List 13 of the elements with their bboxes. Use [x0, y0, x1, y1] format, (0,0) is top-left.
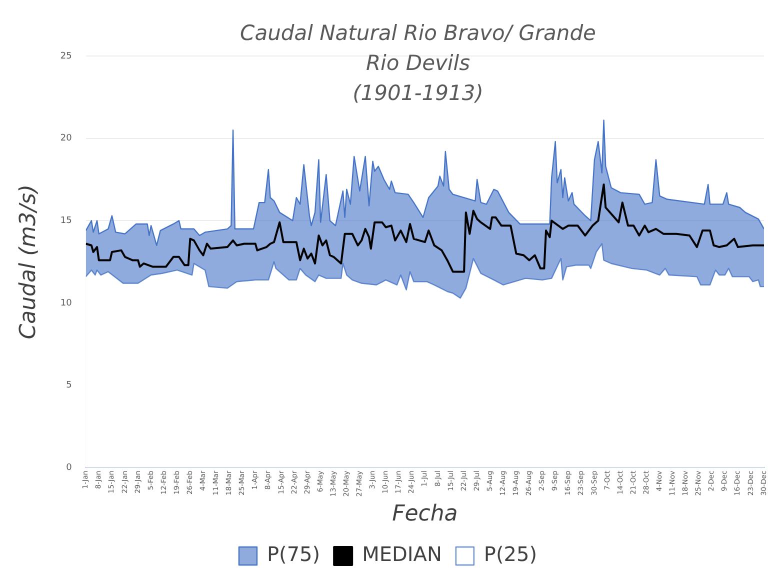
legend-label: P(25)	[484, 542, 538, 566]
chart-title: Caudal Natural Rio Bravo/ Grande	[239, 20, 597, 47]
y-axis-title: Caudal (m3/s)	[16, 184, 41, 340]
y-tick-label: 0	[66, 463, 72, 474]
y-tick-label: 10	[60, 298, 72, 308]
legend-label: MEDIAN	[362, 542, 442, 566]
y-tick-label: 25	[60, 51, 72, 62]
y-tick-label: 20	[60, 134, 72, 144]
legend-label: P(75)	[266, 542, 320, 566]
text: Rio Devils (1901-1913)	[352, 51, 484, 105]
y-tick-label: 15	[60, 216, 72, 226]
x-axis-title: Fecha	[392, 502, 458, 527]
y-tick-label: 5	[66, 380, 72, 391]
